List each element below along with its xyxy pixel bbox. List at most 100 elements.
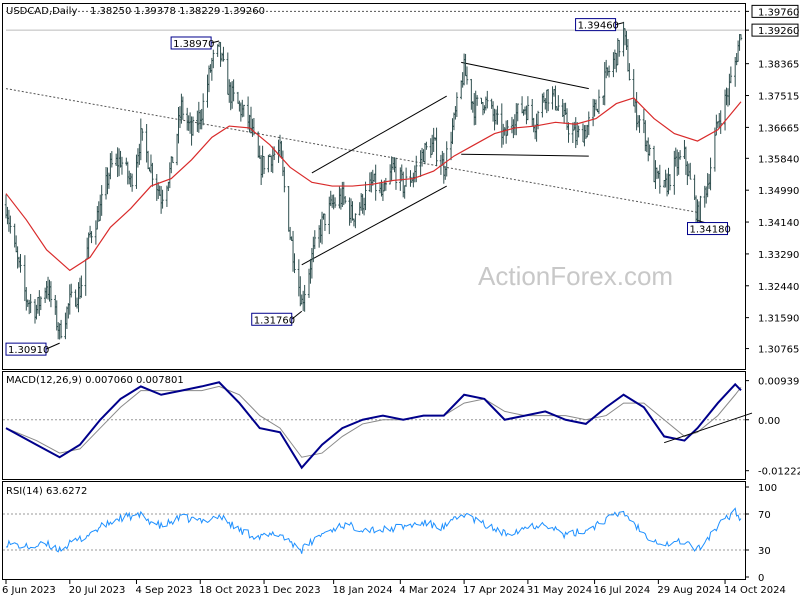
- price-bar: [116, 147, 119, 178]
- price-bar: [577, 125, 580, 138]
- price-bar: [693, 174, 696, 200]
- price-bar: [78, 277, 82, 300]
- price-bar: [526, 96, 530, 121]
- price-bar: [9, 215, 12, 234]
- price-bar: [705, 186, 708, 204]
- price-bar: [94, 220, 98, 245]
- price-bar: [555, 106, 559, 111]
- price-bar: [344, 196, 347, 204]
- price-trendline-3: [461, 61, 589, 90]
- macd-y-tick-label: -0.012225: [758, 467, 800, 478]
- price-bar: [373, 173, 376, 182]
- price-bar: [371, 169, 374, 186]
- annotation-label-2: 1.31760: [254, 315, 295, 326]
- price-bar: [36, 296, 40, 314]
- price-bar: [455, 92, 459, 117]
- price-bar: [222, 46, 225, 62]
- rsi-y-tick-label: 0: [758, 573, 764, 584]
- price-bar: [402, 171, 405, 198]
- price-bar: [138, 143, 141, 165]
- price-bar: [464, 53, 467, 77]
- price-bar: [301, 290, 305, 312]
- price-bar: [283, 166, 286, 193]
- price-bar: [196, 110, 199, 132]
- price-bar: [6, 206, 9, 225]
- price-bar: [725, 87, 728, 106]
- price-bar: [197, 101, 201, 133]
- price-bar: [676, 149, 679, 177]
- x-tick-label: 31 May 2024: [527, 585, 592, 596]
- price-bar: [673, 150, 676, 195]
- moving-average-line: [5, 97, 742, 272]
- price-bar: [170, 156, 173, 174]
- price-bar: [486, 90, 489, 109]
- price-bar: [709, 157, 712, 191]
- price-bar: [515, 103, 518, 136]
- price-bar: [412, 172, 415, 188]
- price-bar: [586, 124, 589, 138]
- price-bar: [88, 225, 92, 238]
- price-bar: [603, 62, 606, 106]
- price-bar: [546, 88, 550, 112]
- rsi-line: [5, 507, 742, 554]
- price-bar: [684, 146, 688, 175]
- price-bar: [151, 162, 154, 187]
- price-bar: [238, 100, 241, 112]
- price-bar: [128, 170, 131, 185]
- price-bar: [80, 275, 83, 298]
- price-bar: [658, 164, 662, 194]
- price-bar: [728, 73, 731, 106]
- price-bar: [633, 99, 637, 113]
- price-bar: [188, 112, 192, 134]
- price-bar: [474, 90, 477, 125]
- annotation-leader-0: [45, 342, 60, 350]
- rsi-title: RSI(14) 63.6272: [6, 486, 87, 497]
- price-bar: [496, 105, 499, 125]
- price-bar: [462, 53, 466, 86]
- macd-y-tick-label: 0.009391: [758, 377, 800, 388]
- price-bar: [248, 114, 251, 133]
- price-bar: [648, 144, 651, 156]
- price-bar: [352, 218, 356, 227]
- price-bar: [77, 282, 80, 313]
- price-bar: [70, 283, 73, 298]
- price-bar: [677, 152, 680, 175]
- price-bar: [258, 145, 261, 159]
- price-bar: [171, 156, 174, 164]
- high-marker-label: 1.39760: [758, 7, 799, 18]
- price-bar: [652, 145, 656, 183]
- price-bar: [329, 190, 332, 207]
- price-bar: [259, 155, 263, 186]
- annotation-leader-3: [615, 22, 624, 26]
- price-bar: [55, 300, 58, 331]
- price-bar: [654, 160, 657, 189]
- price-bar: [236, 91, 240, 104]
- price-bar: [632, 69, 635, 107]
- price-bar: [491, 101, 495, 122]
- price-bar: [59, 319, 63, 339]
- price-bar: [452, 112, 456, 131]
- price-bar: [45, 281, 48, 299]
- price-bar: [84, 258, 87, 296]
- price-bar: [49, 281, 53, 308]
- price-bar: [404, 167, 408, 187]
- price-bar: [718, 112, 721, 128]
- annotation-label-1: 1.38970: [173, 39, 214, 50]
- x-tick-label: 4 Sep 2023: [135, 585, 192, 596]
- price-bar: [655, 167, 659, 180]
- price-bar: [626, 38, 630, 72]
- price-bar: [694, 195, 698, 225]
- price-bar: [252, 117, 256, 136]
- price-bar: [139, 118, 143, 161]
- price-bar: [532, 117, 535, 133]
- price-bar: [460, 80, 463, 100]
- x-tick-label: 18 Jan 2024: [333, 585, 393, 596]
- price-bar: [403, 185, 406, 199]
- price-y-tick-label: 1.34990: [758, 186, 799, 197]
- price-bar: [226, 52, 230, 95]
- price-bar: [500, 103, 503, 148]
- price-bar: [567, 122, 570, 143]
- price-bar: [442, 152, 446, 184]
- price-bar: [220, 52, 224, 62]
- price-trendline-0: [5, 88, 698, 213]
